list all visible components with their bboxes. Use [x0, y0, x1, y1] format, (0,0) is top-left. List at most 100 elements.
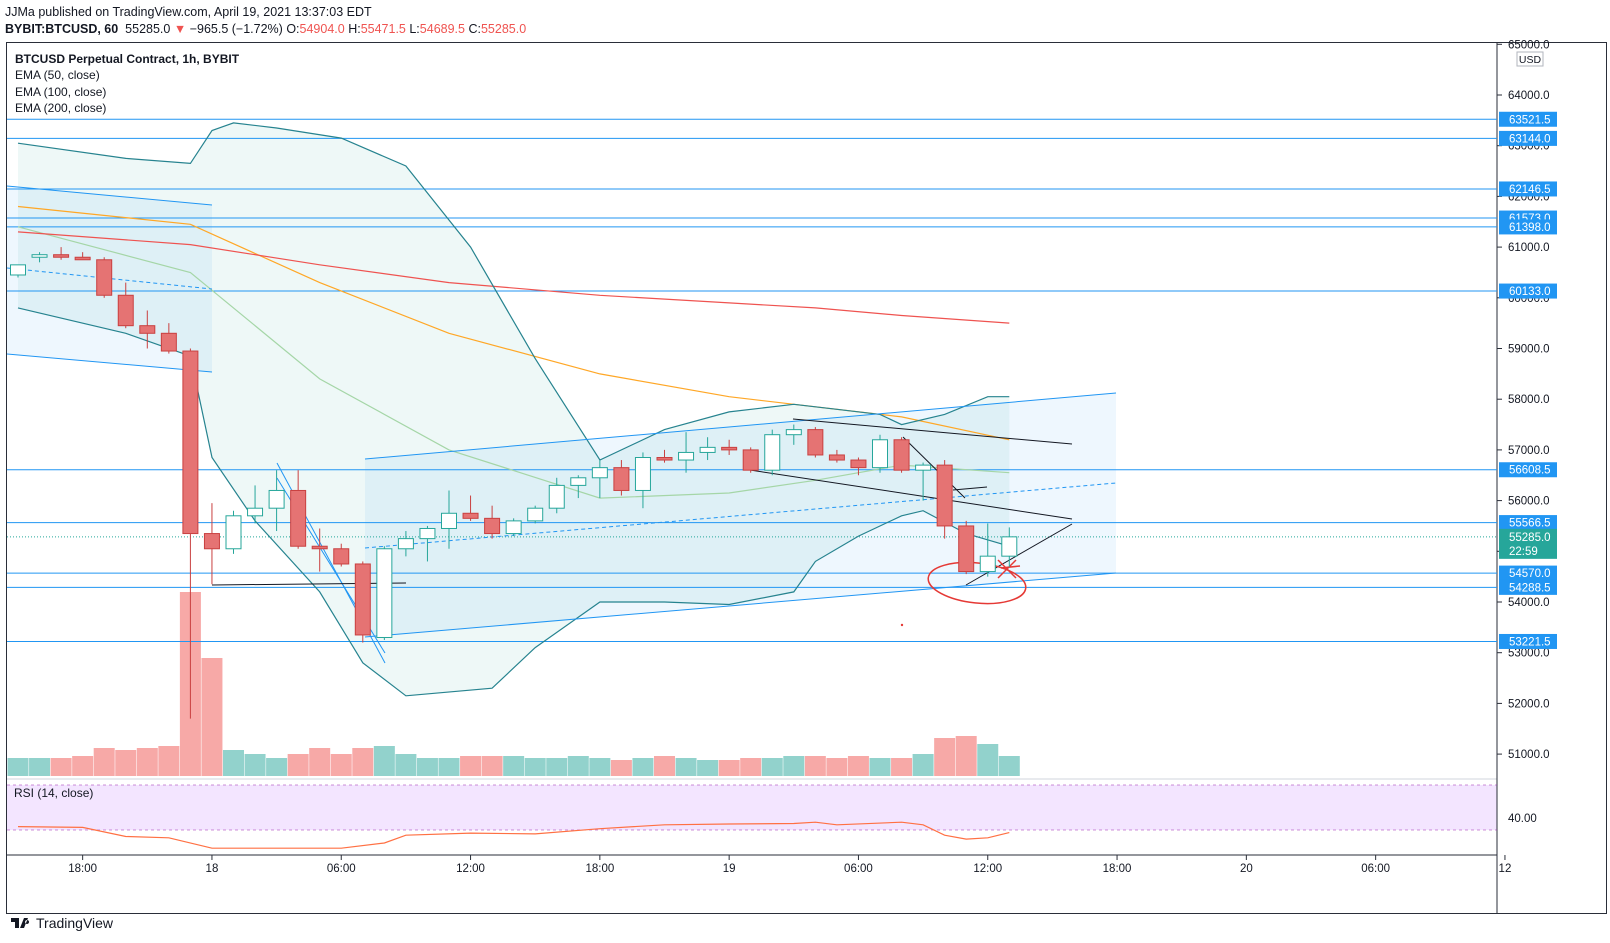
candle[interactable] [441, 490, 457, 549]
level-price-tag[interactable]: 55566.5 [1499, 515, 1557, 531]
time-tick-label: 20 [1240, 863, 1253, 875]
candle-body [354, 563, 371, 636]
price-tick-label: 52000.0 [1508, 698, 1550, 710]
level-price-tag[interactable]: 62146.5 [1499, 181, 1557, 197]
candle[interactable] [53, 247, 70, 260]
candle[interactable] [764, 429, 781, 476]
candle[interactable] [333, 543, 350, 567]
candle[interactable] [505, 518, 522, 537]
level-price-tag[interactable]: 53221.5 [1499, 633, 1557, 649]
candle[interactable] [203, 503, 220, 585]
time-tick-label: 12 [1499, 863, 1512, 875]
candle[interactable] [1001, 527, 1018, 568]
candle-body [764, 434, 781, 471]
price-tick-label: 58000.0 [1508, 394, 1550, 406]
candle[interactable] [354, 561, 371, 643]
volume-bar [287, 754, 309, 776]
candle-body [850, 459, 867, 469]
volume-bar [481, 756, 503, 776]
candle[interactable] [96, 257, 113, 298]
candle[interactable] [462, 495, 479, 521]
level-tag-text: 54288.5 [1509, 582, 1551, 594]
low-label: L: [409, 22, 420, 36]
candle[interactable] [591, 460, 608, 499]
candle-body [117, 294, 134, 327]
low-value: 54689.5 [419, 22, 465, 36]
level-tag-bg [1499, 283, 1557, 299]
candle[interactable] [484, 505, 501, 539]
candle[interactable] [225, 510, 242, 554]
candle[interactable] [613, 460, 630, 496]
volume-bar [309, 748, 331, 776]
bollinger-fill [18, 122, 1010, 696]
candle[interactable] [958, 520, 975, 575]
rsi-legend[interactable]: RSI (14, close) [14, 786, 93, 800]
chart-frame[interactable] [6, 42, 1607, 914]
volume-bar [761, 758, 783, 776]
candle[interactable] [936, 460, 953, 539]
candle[interactable] [785, 424, 802, 445]
flag-tick [952, 486, 988, 491]
volume-bar [654, 756, 675, 776]
candle[interactable] [915, 462, 932, 501]
candle[interactable] [570, 475, 587, 499]
candle[interactable] [397, 531, 414, 557]
candle[interactable] [376, 546, 393, 641]
candle-body [570, 477, 587, 486]
current-price-tag[interactable]: 55285.0 22:59 [1499, 528, 1557, 559]
candle[interactable] [742, 447, 759, 473]
footer-brand-label: TradingView [36, 915, 114, 931]
level-price-tag[interactable]: 63521.5 [1499, 111, 1557, 127]
candle-body [311, 545, 328, 550]
level-price-tag[interactable]: 54570.0 [1499, 565, 1557, 581]
level-price-tag[interactable]: 63144.0 [1499, 130, 1557, 146]
candle[interactable] [182, 348, 199, 719]
candle[interactable] [527, 505, 544, 524]
candle[interactable] [160, 323, 177, 354]
legend-ema200[interactable]: EMA (200, close) [15, 101, 106, 115]
level-price-tag[interactable]: 54288.5 [1499, 579, 1557, 595]
candle[interactable] [893, 437, 910, 473]
candle[interactable] [548, 477, 565, 514]
publish-info: JJMa published on TradingView.com, April… [5, 5, 372, 19]
candle[interactable] [979, 523, 996, 577]
volume-bar [955, 736, 977, 776]
candle[interactable] [268, 470, 285, 532]
candle[interactable] [311, 528, 328, 572]
level-tag-text: 63521.5 [1509, 114, 1551, 126]
candle[interactable] [699, 437, 716, 461]
candle[interactable] [139, 310, 156, 349]
legend-ema100[interactable]: EMA (100, close) [15, 85, 106, 99]
candle[interactable] [872, 434, 888, 473]
level-tag-bg [1499, 579, 1557, 595]
candle[interactable] [634, 452, 651, 509]
candle[interactable] [117, 282, 134, 329]
candle[interactable] [419, 525, 436, 562]
candle-body [268, 489, 285, 509]
candle[interactable] [807, 427, 824, 458]
candle[interactable] [10, 264, 26, 278]
candle[interactable] [247, 485, 264, 524]
volume-bar [804, 756, 826, 776]
currency-box[interactable] [1516, 51, 1544, 67]
candle[interactable] [678, 432, 695, 473]
candle[interactable] [828, 449, 845, 463]
candle[interactable] [290, 470, 307, 549]
footer-brand[interactable]: TradingView [10, 915, 113, 931]
candle-body [247, 507, 264, 517]
rsi-line [17, 821, 1010, 849]
level-price-tag[interactable]: 56608.5 [1499, 462, 1557, 478]
candle[interactable] [721, 439, 738, 455]
level-tag-text: 63144.0 [1509, 133, 1551, 145]
volume-bar [438, 758, 460, 776]
candle[interactable] [656, 449, 673, 463]
level-price-tag[interactable]: 61398.0 [1499, 219, 1557, 235]
candle[interactable] [850, 457, 867, 476]
current-price-text: 55285.0 [1509, 532, 1551, 544]
candle[interactable] [31, 252, 48, 263]
level-price-tag[interactable]: 60133.0 [1499, 283, 1557, 299]
volume-bar [460, 756, 482, 776]
candle[interactable] [74, 252, 91, 261]
legend-ema50[interactable]: EMA (50, close) [15, 68, 100, 82]
